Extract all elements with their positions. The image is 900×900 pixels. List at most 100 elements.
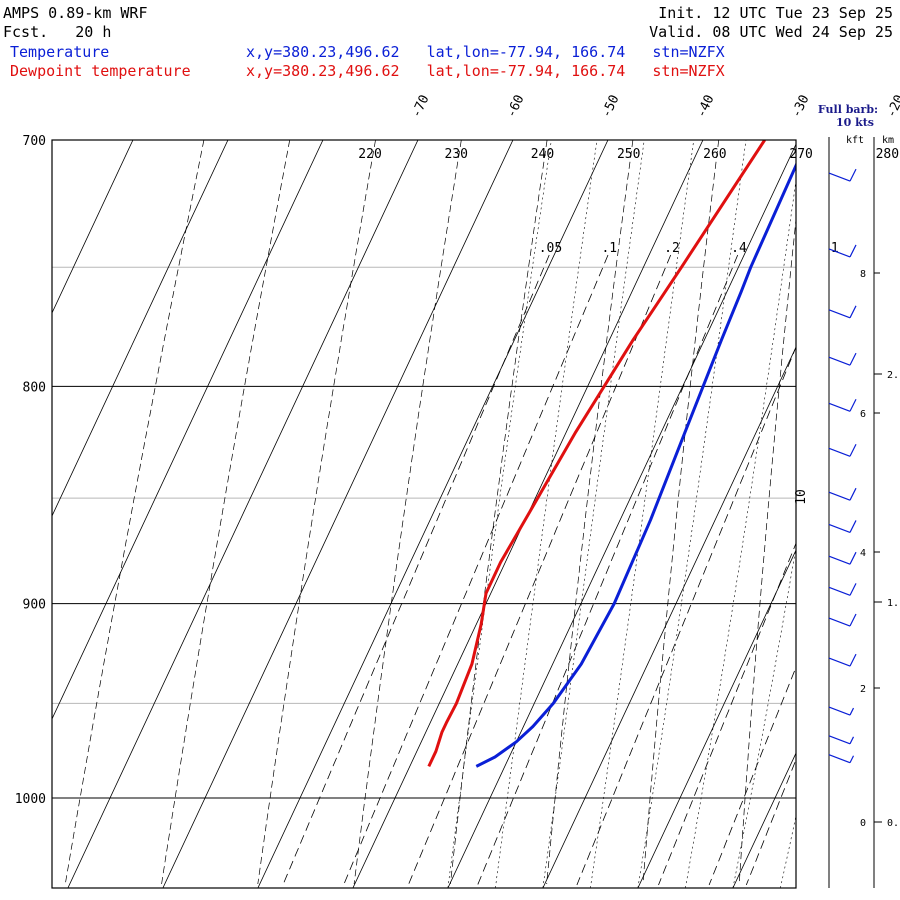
wind-barb <box>828 583 857 596</box>
isotherm-line <box>542 346 796 888</box>
wind-barb <box>828 487 857 501</box>
wind-barbs <box>828 168 857 764</box>
legend-dewpoint-label: Dewpoint temperature <box>10 62 191 80</box>
dry-adiabat-label: 250 <box>617 147 640 162</box>
kft-label: 0 <box>860 818 866 829</box>
mixing-ratio-line <box>477 254 739 886</box>
plot-frame <box>51 139 797 889</box>
dry-adiabat-line <box>836 140 891 884</box>
barb-flag <box>849 583 857 596</box>
isotherm-label: -50 <box>599 93 623 121</box>
isotherm-label: -40 <box>694 93 718 121</box>
pressure-tick-label: 700 <box>23 134 46 149</box>
wind-barb <box>828 520 857 534</box>
barb-staff <box>828 586 851 596</box>
legend-temperature-location: x,y=380.23,496.62 lat,lon=-77.94, 166.74… <box>246 43 725 61</box>
km-label: 0. <box>887 818 899 829</box>
barb-flag <box>849 398 857 412</box>
moist-adiabat-line <box>542 140 645 888</box>
barb-staff <box>828 555 851 565</box>
barb-flag <box>849 707 855 716</box>
barb-staff <box>828 402 851 412</box>
kft-label: 4 <box>860 548 866 559</box>
barb-flag <box>849 352 857 366</box>
dewpoint-profile <box>427 140 766 768</box>
mixing-ratio-label: .2 <box>664 241 680 256</box>
wind-barb <box>828 754 855 764</box>
dry-adiabat-line <box>64 140 205 885</box>
barb-flag <box>849 613 857 627</box>
barb-key-line2: 10 kts <box>836 116 874 129</box>
isotherm-line <box>52 140 229 517</box>
barb-staff <box>828 617 851 627</box>
dry-adiabat-line <box>738 216 796 885</box>
dry-adiabat-label: 270 <box>789 147 812 162</box>
moist-adiabat-line <box>732 546 796 888</box>
pressure-tick-label: 1000 <box>15 792 46 807</box>
wind-barb <box>828 352 857 366</box>
barb-flag <box>849 653 857 667</box>
height-scale: 8 6 4 2 0 2. 1. 0. <box>860 269 899 829</box>
temperature-profile <box>475 161 796 768</box>
barb-flag <box>849 487 857 501</box>
dry-adiabat-line <box>450 140 548 885</box>
dry-adiabat-line <box>642 140 720 885</box>
legend-temperature-label: Temperature <box>10 43 109 61</box>
mixing-ratio-line <box>745 758 796 886</box>
barb-staff <box>828 706 851 716</box>
init-time: Init. 12 UTC Tue 23 Sep 25 <box>658 4 893 22</box>
wind-barb <box>828 735 855 745</box>
isotherm-label: -30 <box>789 93 813 121</box>
valid-time: Valid. 08 UTC Wed 24 Sep 25 <box>649 23 893 41</box>
pressure-tick-label: 900 <box>23 598 46 613</box>
isotherm-line <box>732 752 796 888</box>
moist-adiabat-line <box>495 140 598 888</box>
mixing-ratio-line <box>658 542 796 886</box>
dry-adiabat-line <box>161 140 291 885</box>
mixing-ratio-label: 1 <box>831 241 839 256</box>
barb-flag <box>849 443 857 457</box>
km-label: 1. <box>887 598 899 609</box>
isotherm-line <box>637 549 796 888</box>
legend-dewpoint-location: x,y=380.23,496.62 lat,lon=-77.94, 166.74… <box>246 62 725 80</box>
km-unit: km <box>882 135 894 146</box>
mixing-ratio-label: .4 <box>731 241 747 256</box>
mixing-ratio-label: .05 <box>539 241 562 256</box>
barb-staff <box>828 523 851 534</box>
barb-staff <box>828 491 851 501</box>
barb-staff <box>828 657 851 667</box>
moist-adiabat-line <box>780 814 796 888</box>
isotherm-line <box>0 140 38 888</box>
dry-adiabat-line <box>257 140 376 885</box>
isotherm-line <box>52 140 134 314</box>
moist-adiabat-line <box>447 140 552 888</box>
moist-adiabat-line <box>590 140 695 888</box>
barb-staff <box>828 735 851 745</box>
mixing-ratio-line <box>708 666 796 886</box>
barb-flag <box>849 305 857 319</box>
forecast-hour: Fcst. 20 h <box>3 23 111 41</box>
barb-key-line1: Full barb: <box>818 103 878 116</box>
wind-barb <box>828 443 857 457</box>
wind-barb <box>828 168 857 182</box>
barb-flag <box>849 520 857 533</box>
kft-label: 8 <box>860 269 866 280</box>
moist-adiabat-line <box>685 178 796 888</box>
barb-staff <box>828 356 851 366</box>
kft-label: 6 <box>860 409 866 420</box>
barb-flag <box>849 551 857 565</box>
isotherm-line <box>162 140 514 888</box>
kft-label: 2 <box>860 684 866 695</box>
dry-adiabat-line <box>546 140 634 885</box>
mixing-ratio-label: .1 <box>601 241 617 256</box>
dry-adiabat-label: 240 <box>531 147 554 162</box>
barb-staff <box>828 754 851 764</box>
dry-adiabat-label: 260 <box>703 147 726 162</box>
barb-staff <box>828 172 851 182</box>
barb-staff <box>828 309 851 319</box>
wind-barb <box>828 551 857 565</box>
moist-adiabat-line <box>637 140 747 888</box>
isotherm-line <box>257 140 609 888</box>
isotherm-line <box>52 140 324 720</box>
